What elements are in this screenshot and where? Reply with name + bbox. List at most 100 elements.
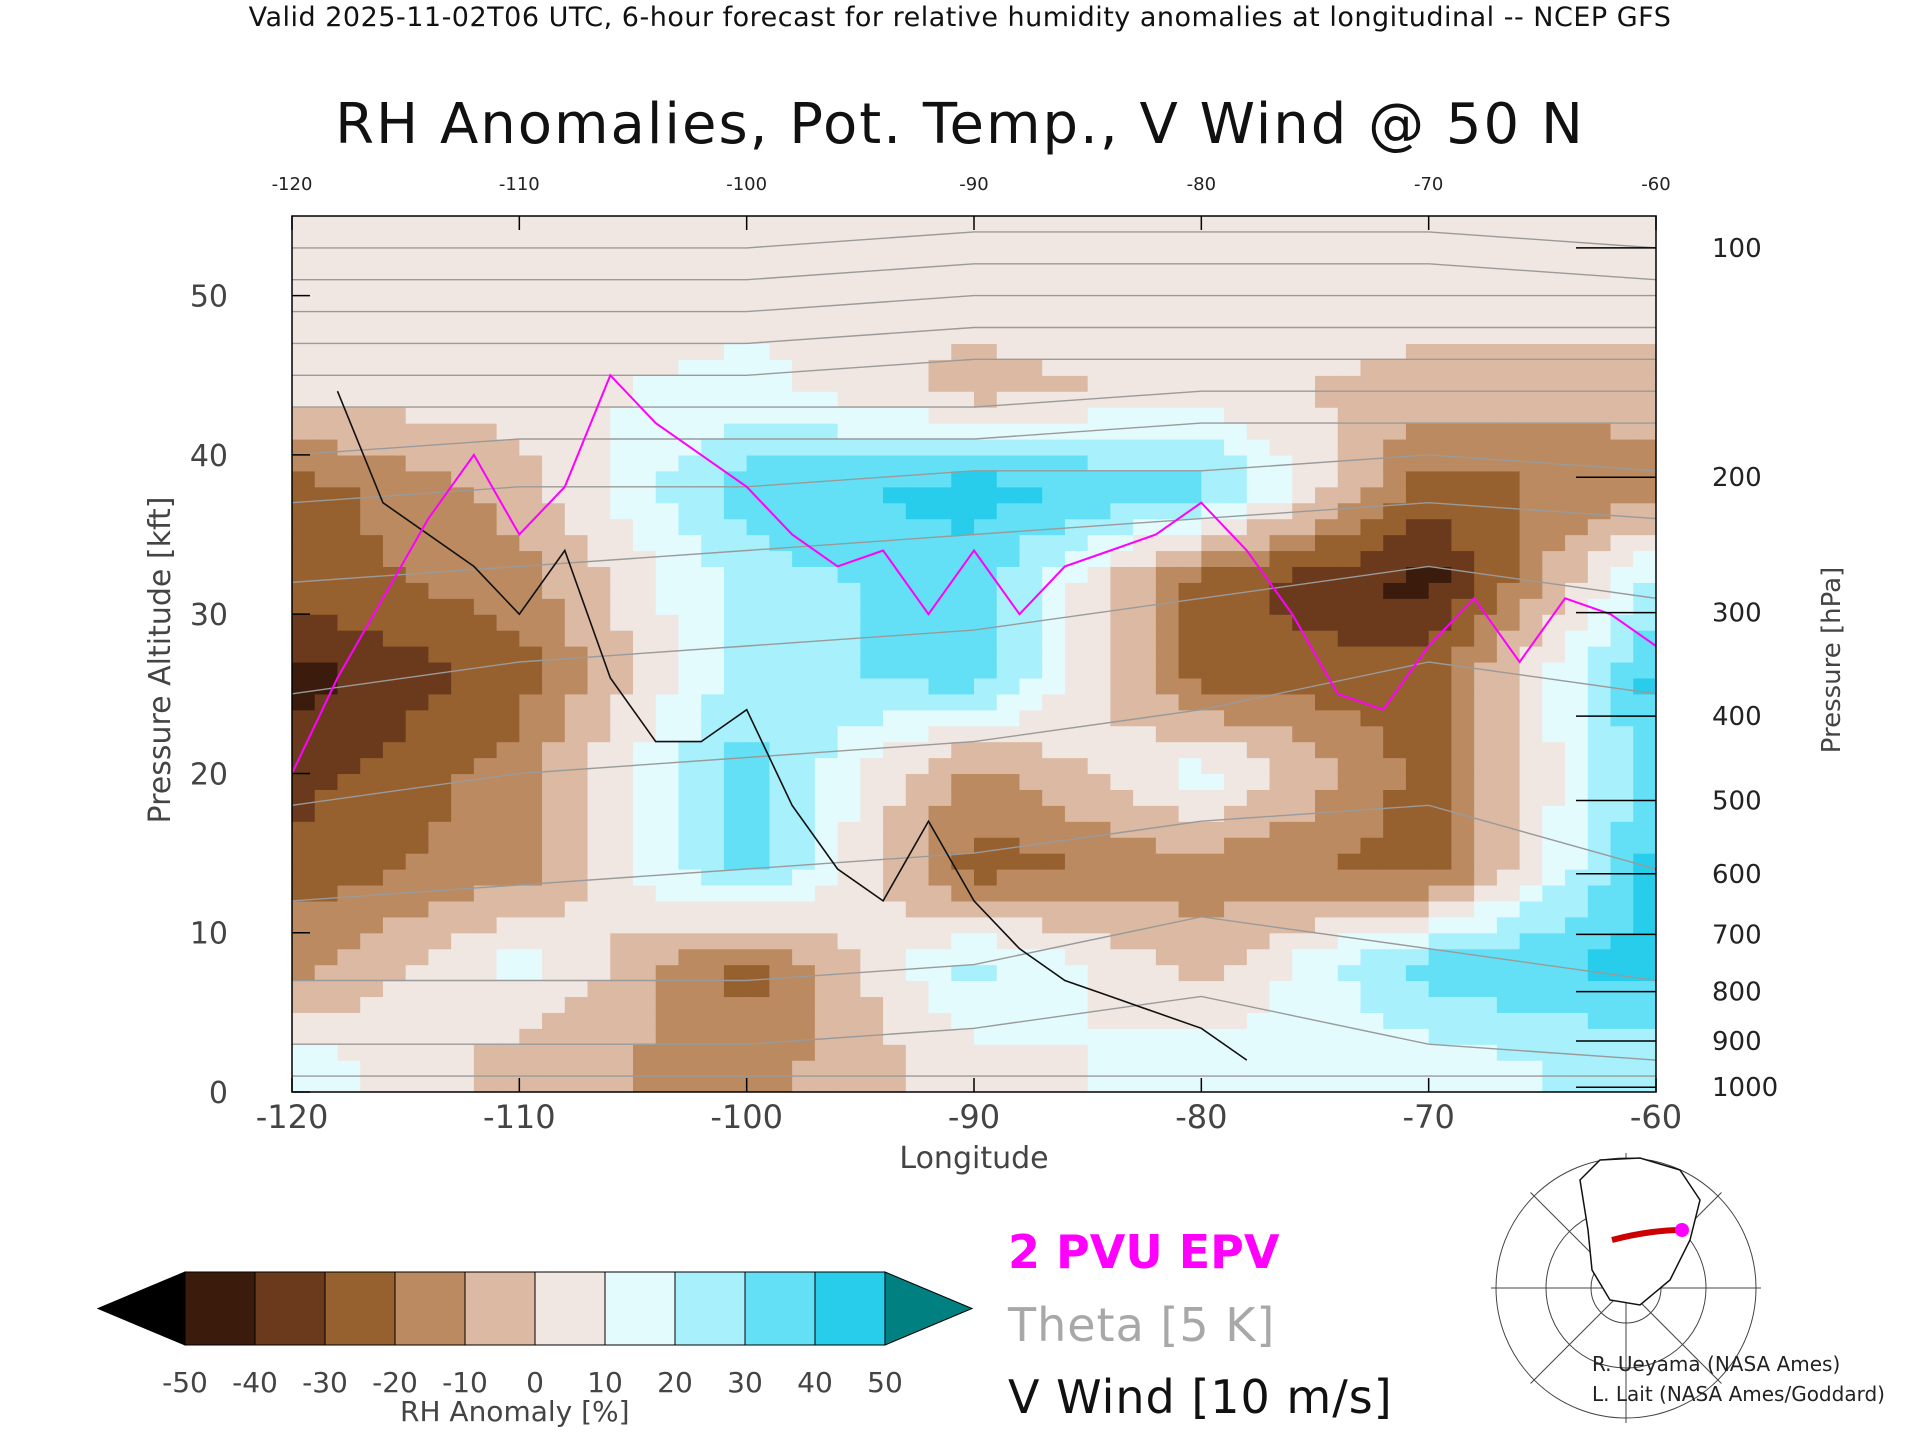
field-cell: [1428, 582, 1452, 599]
field-cell: [542, 884, 566, 902]
field-cell: [860, 661, 884, 679]
field-cell: [405, 837, 429, 854]
field-cell: [1019, 423, 1043, 440]
field-cell: [360, 263, 384, 281]
field-cell: [360, 311, 384, 329]
field-cell: [883, 1028, 907, 1045]
field-cell: [1519, 789, 1543, 806]
field-cell: [1178, 327, 1202, 345]
field-cell: [1087, 1044, 1111, 1061]
field-cell: [610, 502, 634, 520]
field-cell: [1315, 295, 1339, 313]
field-cell: [905, 709, 930, 727]
field-cell: [1383, 1076, 1407, 1092]
field-cell: [1405, 996, 1430, 1013]
field-cell: [1178, 518, 1202, 536]
field-cell: [1610, 1044, 1634, 1061]
field-cell: [723, 964, 748, 982]
field-cell: [360, 725, 384, 743]
field-cell: [1565, 853, 1589, 870]
field-cell: [451, 343, 475, 360]
field-cell: [1087, 725, 1111, 743]
field-cell: [701, 423, 725, 440]
field-cell: [1633, 1076, 1656, 1092]
field-cell: [314, 805, 339, 822]
field-cell: [1360, 884, 1384, 902]
field-cell: [1542, 646, 1566, 663]
field-cell: [1064, 837, 1089, 854]
field-cell: [701, 646, 725, 663]
field-cell: [1451, 327, 1475, 345]
field-cell: [292, 566, 316, 583]
field-cell: [1587, 359, 1612, 376]
field-cell: [1383, 1060, 1407, 1077]
field-cell: [1383, 486, 1407, 504]
field-cell: [1133, 518, 1157, 536]
field-cell: [610, 916, 634, 934]
field-cell: [314, 231, 339, 249]
field-cell: [1519, 1076, 1543, 1092]
field-cell: [314, 964, 339, 982]
field-cell: [1178, 423, 1202, 440]
field-cell: [1383, 614, 1407, 631]
field-cell: [451, 821, 475, 838]
field-cell: [1451, 486, 1475, 504]
field-cell: [1610, 311, 1634, 329]
field-cell: [542, 661, 566, 679]
field-cell: [1519, 646, 1543, 663]
field-cell: [1519, 916, 1543, 934]
field-cell: [1383, 996, 1407, 1013]
field-cell: [1133, 327, 1157, 345]
field-cell: [814, 582, 839, 599]
field-cell: [564, 630, 589, 647]
field-cell: [814, 869, 839, 886]
field-cell: [382, 661, 407, 679]
field-cell: [587, 948, 611, 966]
field-cell: [1610, 375, 1634, 392]
field-cell: [1224, 630, 1248, 647]
field-cell: [1110, 916, 1134, 934]
field-cell: [883, 295, 907, 313]
field-cell: [473, 327, 498, 345]
field-cell: [1133, 1012, 1157, 1029]
field-cell: [360, 375, 384, 392]
field-cell: [1519, 805, 1543, 822]
field-cell: [1087, 789, 1111, 806]
field-cell: [405, 216, 429, 233]
field-cell: [496, 661, 520, 679]
field-cell: [292, 279, 316, 297]
field-cell: [928, 757, 952, 775]
field-cell: [1360, 725, 1384, 743]
field-cell: [1337, 773, 1362, 790]
field-cell: [974, 964, 998, 982]
field-cell: [1155, 916, 1180, 934]
field-cell: [951, 869, 975, 886]
field-cell: [496, 693, 520, 711]
field-cell: [746, 916, 770, 934]
field-cell: [996, 454, 1021, 472]
field-cell: [1292, 916, 1316, 934]
field-cell: [1110, 295, 1134, 313]
field-cell: [655, 900, 680, 918]
field-cell: [428, 1044, 452, 1061]
field-cell: [883, 932, 907, 950]
field-cell: [837, 423, 861, 440]
field-cell: [1269, 646, 1293, 663]
field-cell: [905, 311, 930, 329]
field-cell: [1337, 327, 1362, 345]
field-cell: [337, 534, 361, 552]
field-cell: [883, 518, 907, 536]
field-cell: [1451, 343, 1475, 360]
field-cell: [1269, 709, 1293, 727]
field-cell: [1633, 900, 1656, 918]
field-cell: [428, 470, 452, 488]
field-cell: [974, 805, 998, 822]
field-cell: [1496, 566, 1521, 583]
field-cell: [1201, 454, 1225, 472]
field-cell: [1201, 343, 1225, 360]
field-cell: [405, 916, 429, 934]
field-cell: [633, 884, 657, 902]
field-cell: [1405, 789, 1430, 806]
field-cell: [792, 757, 816, 775]
field-cell: [360, 1060, 384, 1077]
